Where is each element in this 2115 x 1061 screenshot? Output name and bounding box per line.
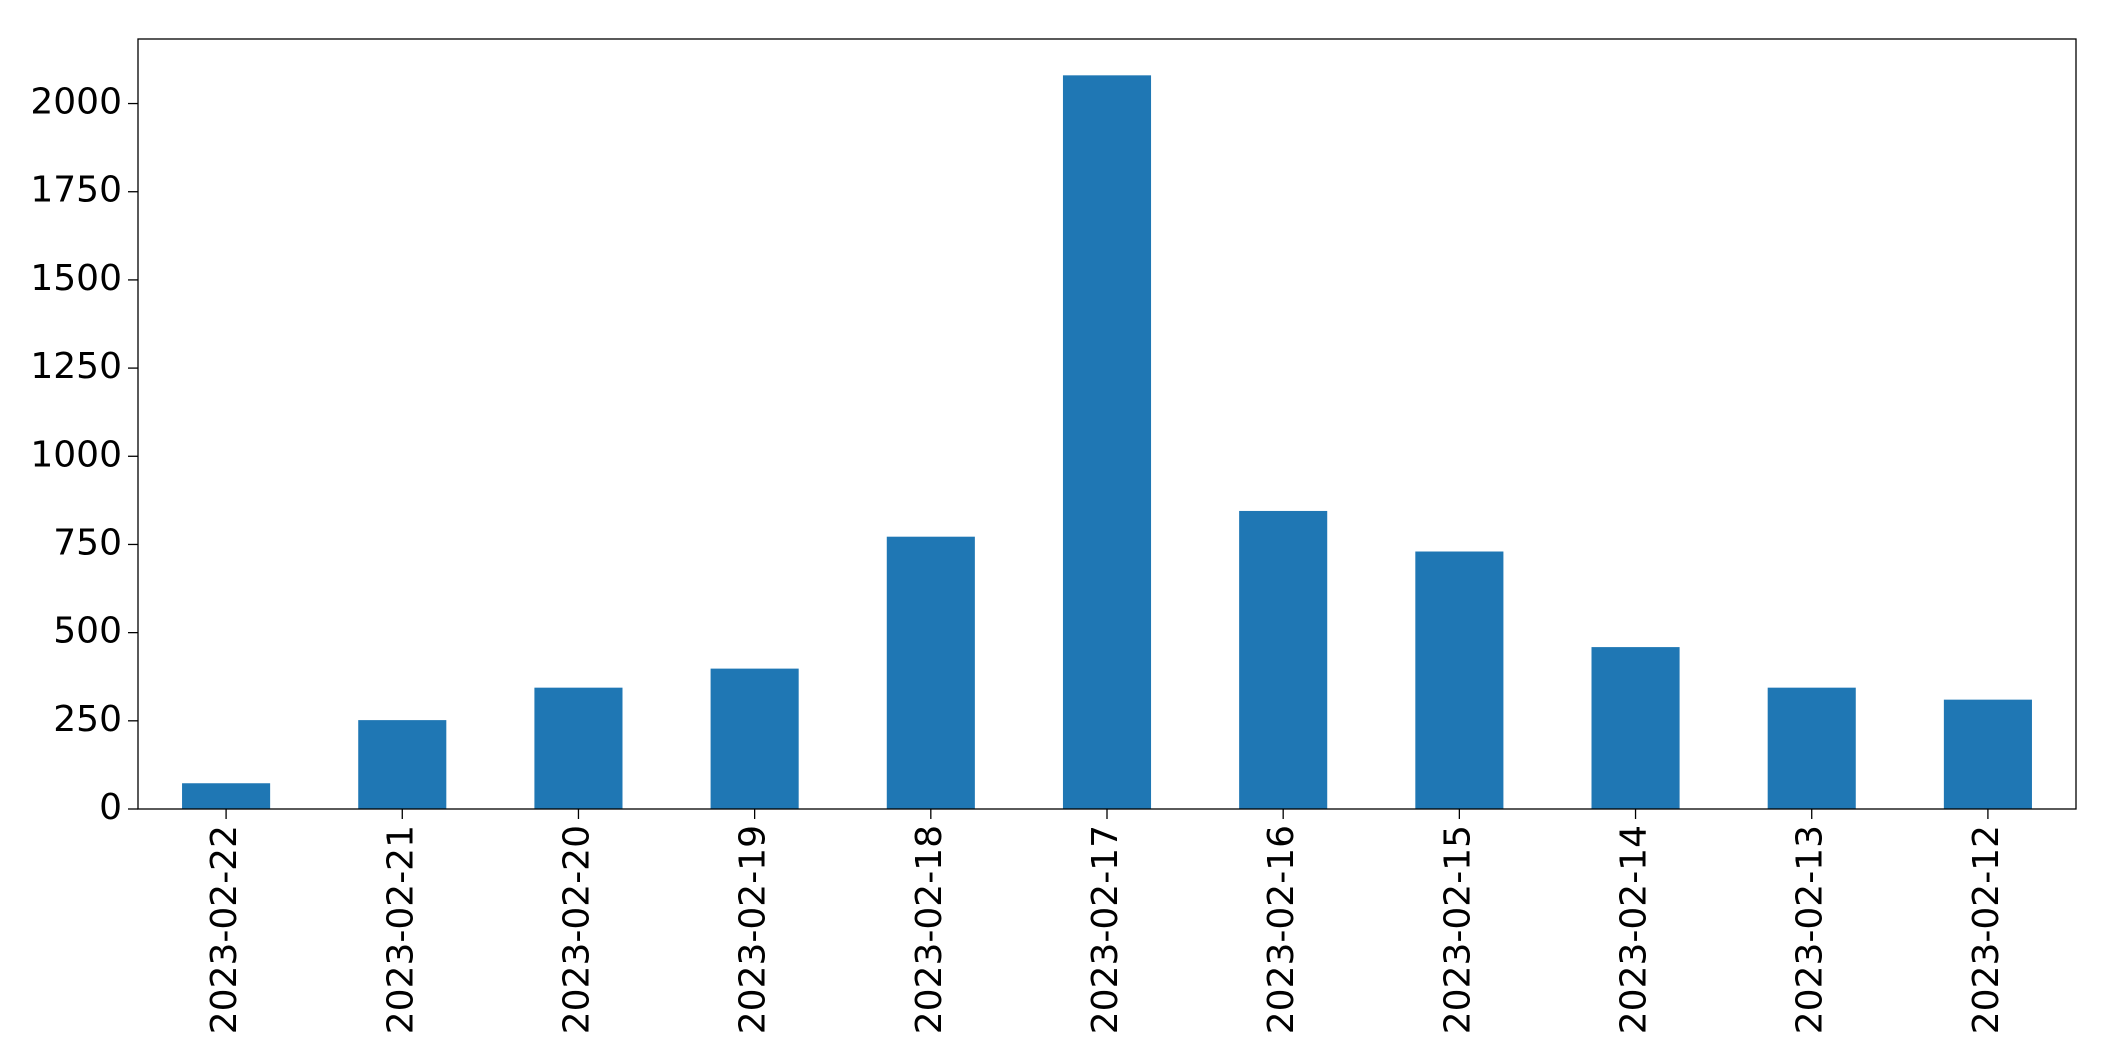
x-tick-label: 2023-02-17 [1085,825,1126,1034]
x-tick-label: 2023-02-15 [1437,825,1478,1034]
bar [710,668,799,809]
x-tick-label: 2023-02-18 [909,825,950,1034]
x-tick-label: 2023-02-16 [1261,825,1302,1034]
bar [1415,551,1504,809]
x-tick-label: 2023-02-20 [556,825,597,1034]
y-tick-label: 2000 [30,82,122,123]
y-tick-label: 1250 [30,346,122,387]
y-tick-label: 500 [53,611,122,652]
y-tick-label: 250 [53,699,122,740]
bar [886,536,975,809]
x-tick-label: 2023-02-19 [733,825,774,1034]
y-tick-label: 1750 [30,170,122,211]
bar [1591,647,1680,809]
bar [1943,699,2032,809]
bar [182,783,271,809]
bar [1062,75,1152,809]
plot-frame [137,38,2077,810]
x-tick-label: 2023-02-21 [380,825,421,1034]
bar [1239,510,1328,809]
y-tick-label: 1500 [30,258,122,299]
bar [1767,687,1856,809]
y-tick-label: 0 [99,787,122,828]
y-tick-label: 1000 [30,434,122,475]
x-tick-label: 2023-02-14 [1614,825,1655,1034]
x-tick-label: 2023-02-13 [1790,825,1831,1034]
bar [534,687,623,809]
x-tick-label: 2023-02-12 [1966,825,2007,1034]
bar [358,720,447,809]
x-tick-label: 2023-02-22 [204,825,245,1034]
y-tick-label: 750 [53,522,122,563]
